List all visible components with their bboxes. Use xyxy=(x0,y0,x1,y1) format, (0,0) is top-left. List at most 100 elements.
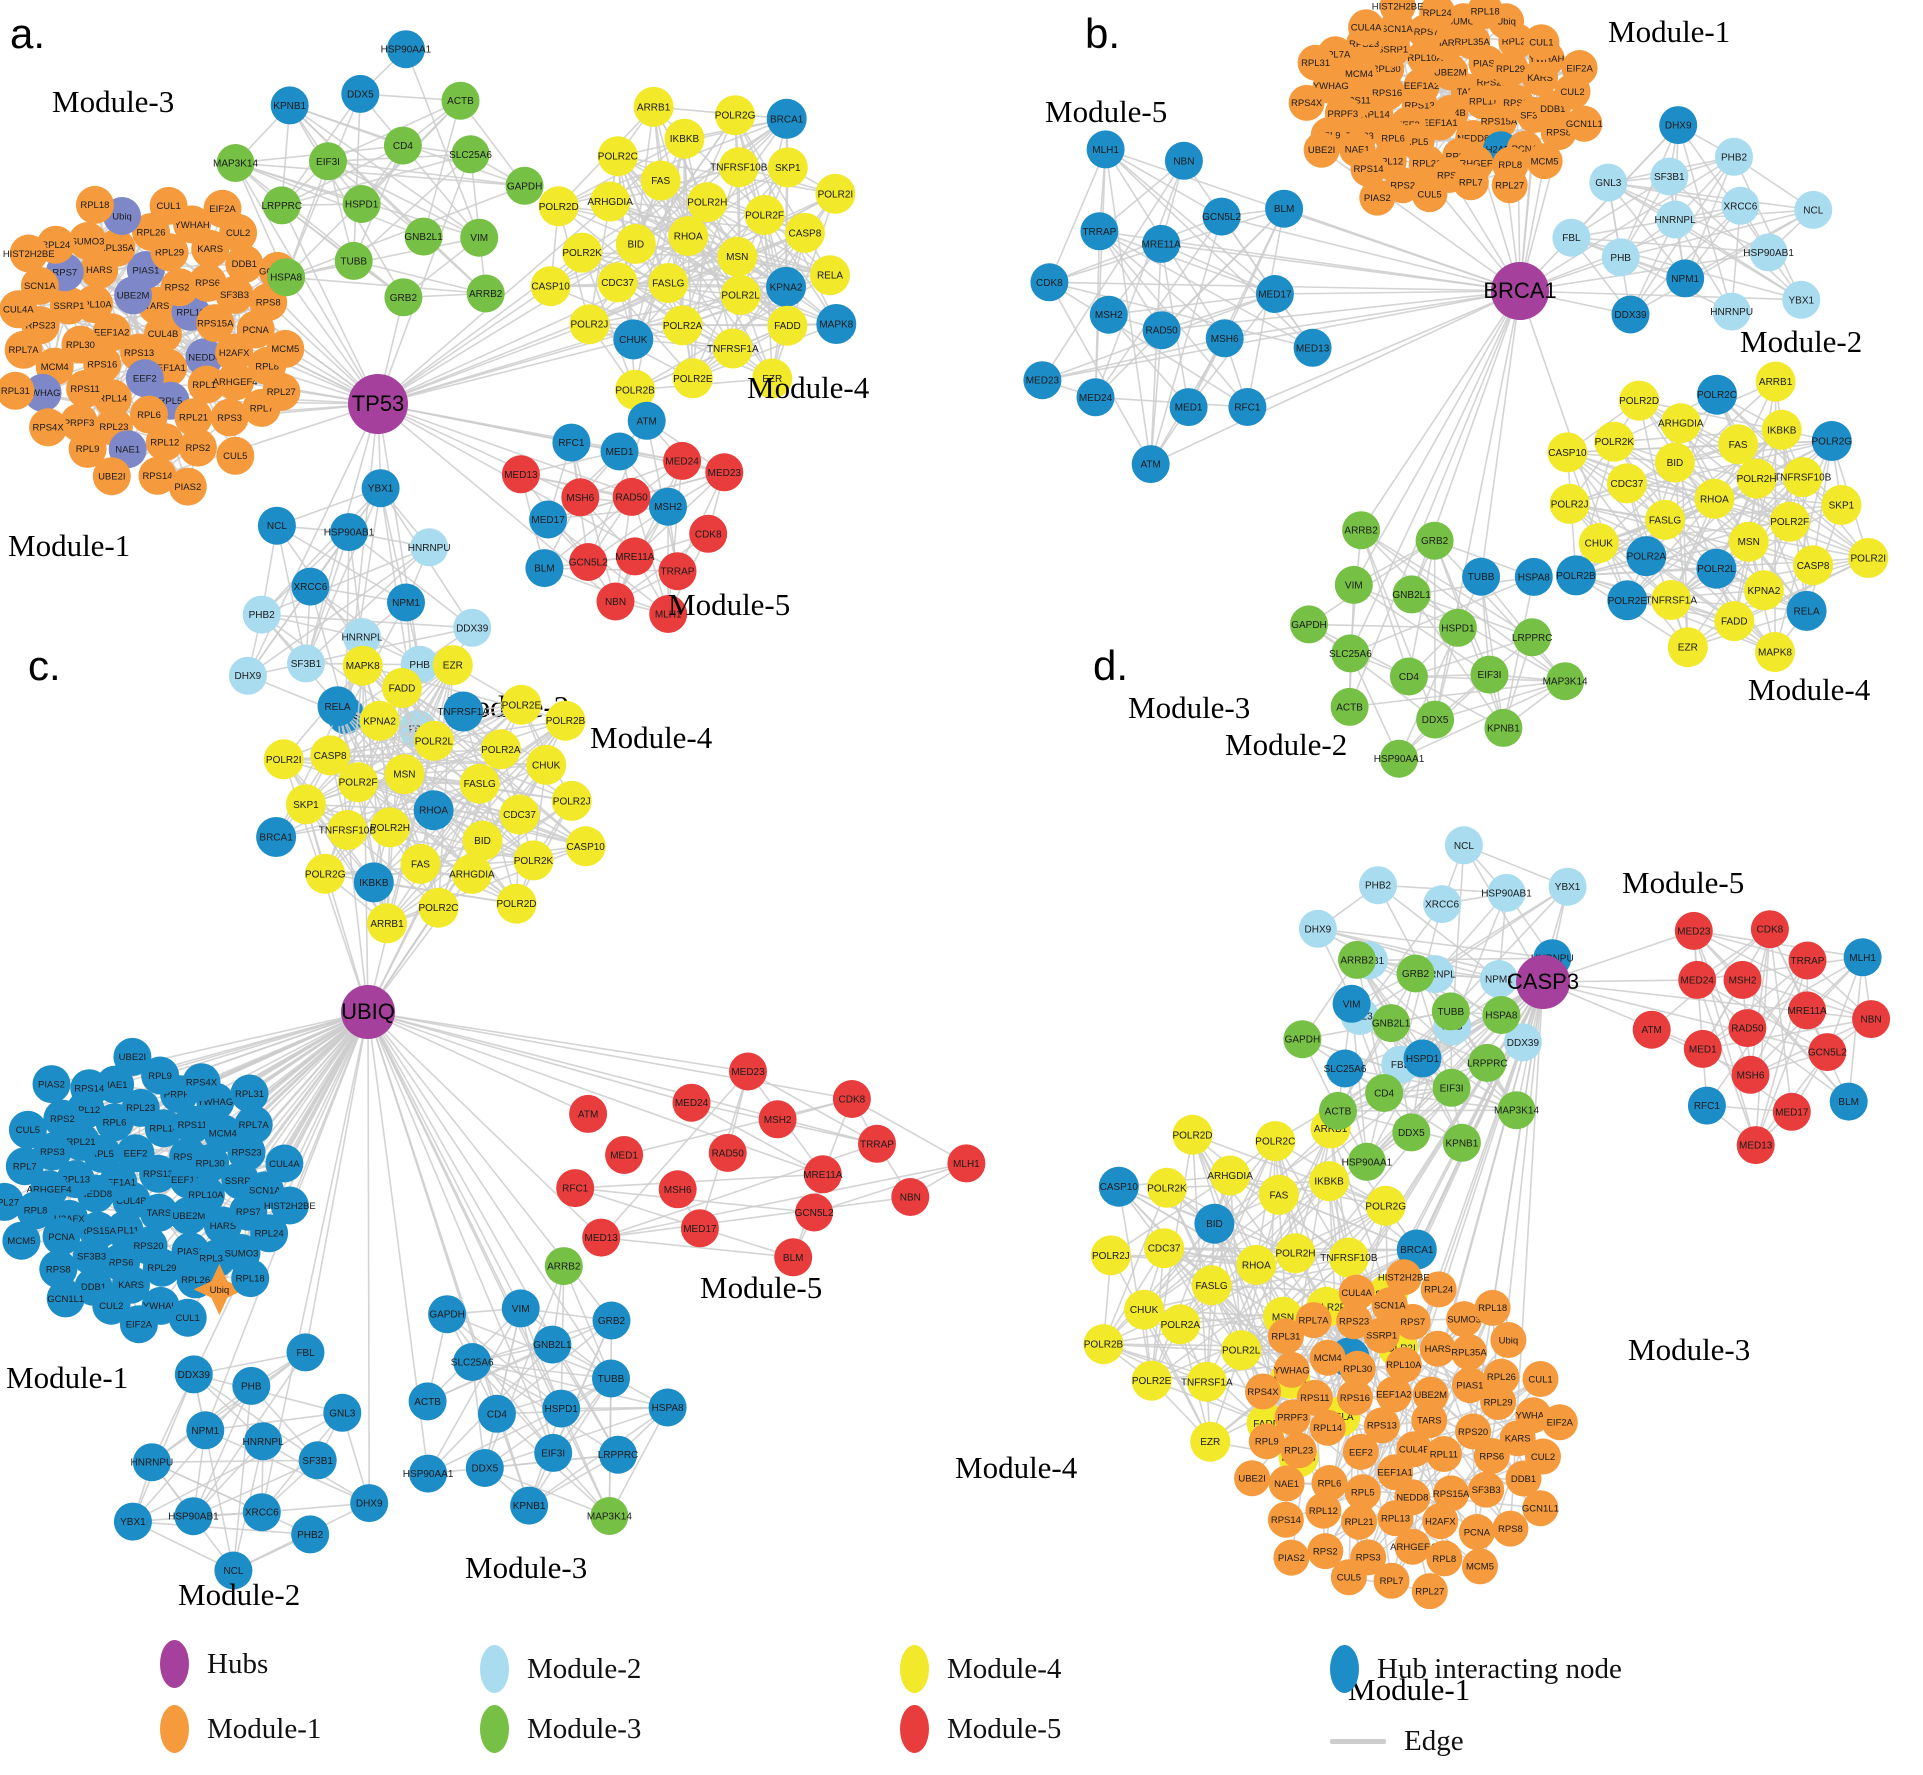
node-RAD50[interactable] xyxy=(1728,1009,1767,1048)
node-BID[interactable] xyxy=(1654,442,1695,483)
node-POLR2L[interactable] xyxy=(1221,1330,1262,1371)
node-RPL7[interactable] xyxy=(5,1147,44,1186)
node-MSH2[interactable] xyxy=(1089,295,1128,334)
node-RAD50[interactable] xyxy=(612,477,651,516)
node-ARRB2[interactable] xyxy=(1342,511,1381,550)
node-POLR2E[interactable] xyxy=(1607,580,1648,621)
node-RPL7[interactable] xyxy=(1452,164,1489,201)
node-FAS[interactable] xyxy=(640,160,681,201)
node-RPL18[interactable] xyxy=(1467,0,1504,29)
node-CUL4A[interactable] xyxy=(1348,9,1385,46)
node-CUL5[interactable] xyxy=(8,1110,47,1149)
node-CUL4A[interactable] xyxy=(265,1144,304,1183)
node-BRCA1[interactable] xyxy=(256,817,297,857)
node-DHX9[interactable] xyxy=(350,1484,389,1523)
node-RPL7[interactable] xyxy=(1373,1562,1410,1599)
node-UBE2I[interactable] xyxy=(113,1037,152,1076)
node-PIAS2[interactable] xyxy=(168,467,207,506)
node-POLR2C[interactable] xyxy=(418,887,459,928)
node-MSH6[interactable] xyxy=(658,1170,697,1209)
node-EIF3I[interactable] xyxy=(534,1433,573,1472)
node-POLR2F[interactable] xyxy=(338,762,379,803)
node-LRPPRC[interactable] xyxy=(1513,618,1552,657)
node-HIST2H2BE[interactable] xyxy=(9,234,48,273)
node-SF3B3[interactable] xyxy=(72,1237,111,1276)
node-MED1[interactable] xyxy=(600,432,639,471)
node-MSH6[interactable] xyxy=(1731,1055,1770,1094)
node-GCN1L1[interactable] xyxy=(1522,1490,1559,1527)
node-KPNA2[interactable] xyxy=(1743,570,1784,611)
node-EIF3I[interactable] xyxy=(309,142,347,181)
node-PCNA[interactable] xyxy=(1458,1514,1495,1550)
node-SSRP1[interactable] xyxy=(49,286,88,325)
node-MAPK8[interactable] xyxy=(816,304,857,344)
node-RPS14[interactable] xyxy=(1350,150,1387,187)
node-HARS[interactable] xyxy=(1419,1330,1456,1367)
node-GRB2[interactable] xyxy=(1396,954,1435,993)
node-MED13[interactable] xyxy=(582,1218,621,1257)
node-IKBKB[interactable] xyxy=(1309,1161,1350,1202)
node-CD4[interactable] xyxy=(477,1394,516,1433)
node-CUL2[interactable] xyxy=(1525,1438,1561,1475)
node-RHOA[interactable] xyxy=(413,790,454,831)
node-GNL3[interactable] xyxy=(1589,163,1628,202)
node-GNB2L1[interactable] xyxy=(1392,575,1431,614)
node-YWHAG[interactable] xyxy=(1273,1351,1310,1388)
node-GCN5L2[interactable] xyxy=(569,543,608,581)
node-PIAS2[interactable] xyxy=(1359,179,1396,216)
node-CUL4A[interactable] xyxy=(0,290,38,329)
node-ARRB2[interactable] xyxy=(466,274,505,313)
node-RPL10A[interactable] xyxy=(186,1175,225,1214)
node-RPL12[interactable] xyxy=(1305,1492,1342,1529)
node-DDX5[interactable] xyxy=(465,1449,504,1487)
node-CDK8[interactable] xyxy=(1030,263,1069,302)
node-MAPK8[interactable] xyxy=(1755,632,1795,672)
node-GNL3[interactable] xyxy=(323,1393,362,1432)
node-MLH1[interactable] xyxy=(649,595,688,633)
node-RPL6[interactable] xyxy=(1311,1465,1348,1501)
node-RFC1[interactable] xyxy=(556,1169,595,1208)
node-RPL18[interactable] xyxy=(1474,1289,1511,1326)
node-GAPDH[interactable] xyxy=(428,1295,467,1334)
node-TUBB[interactable] xyxy=(334,241,373,280)
node-EZR[interactable] xyxy=(1190,1421,1231,1462)
node-RPL27[interactable] xyxy=(1491,167,1528,204)
node-DHX9[interactable] xyxy=(1298,909,1337,948)
node-POLR2E[interactable] xyxy=(501,684,542,725)
node-EEF1A2[interactable] xyxy=(1403,67,1440,104)
node-POLR2F[interactable] xyxy=(744,195,785,235)
node-TNFRSF1A[interactable] xyxy=(1186,1361,1227,1402)
node-CHUK[interactable] xyxy=(1124,1289,1165,1330)
node-CHUK[interactable] xyxy=(613,319,654,360)
node-RPS15A[interactable] xyxy=(1433,1475,1470,1512)
node-MED1[interactable] xyxy=(1169,388,1208,427)
node-HIST2H2BE[interactable] xyxy=(1379,0,1416,24)
node-RPL18[interactable] xyxy=(231,1259,270,1298)
node-RPL31[interactable] xyxy=(1297,44,1334,81)
node-HIST2H2BE[interactable] xyxy=(1385,1259,1422,1296)
node-YWHAG[interactable] xyxy=(23,373,62,412)
node-PHB[interactable] xyxy=(232,1366,271,1405)
node-RHOA[interactable] xyxy=(1236,1244,1277,1285)
hub-node-CASP3[interactable] xyxy=(1516,955,1570,1009)
node-MED24[interactable] xyxy=(663,441,702,480)
node-MED17[interactable] xyxy=(529,500,568,539)
node-DDX39[interactable] xyxy=(453,608,492,647)
node-MLH1[interactable] xyxy=(1843,938,1882,977)
node-POLR2B[interactable] xyxy=(545,700,586,741)
node-POLR2C[interactable] xyxy=(1697,374,1737,415)
node-POLR2H[interactable] xyxy=(1275,1233,1316,1274)
node-ARRB2[interactable] xyxy=(544,1247,583,1286)
node-SF3B1[interactable] xyxy=(298,1441,337,1480)
node-VIM[interactable] xyxy=(501,1289,540,1328)
node-HSPD1[interactable] xyxy=(1438,608,1477,647)
node-RPL21[interactable] xyxy=(174,398,213,437)
node-RPS11[interactable] xyxy=(173,1105,212,1144)
node-RPL23[interactable] xyxy=(121,1088,160,1127)
node-MED24[interactable] xyxy=(1678,960,1717,999)
node-POLR2G[interactable] xyxy=(715,95,756,136)
node-GCN1L1[interactable] xyxy=(1566,105,1603,142)
node-ACTB[interactable] xyxy=(1330,687,1369,726)
node-NBN[interactable] xyxy=(891,1178,930,1216)
node-ARHGDIA[interactable] xyxy=(1660,403,1701,444)
